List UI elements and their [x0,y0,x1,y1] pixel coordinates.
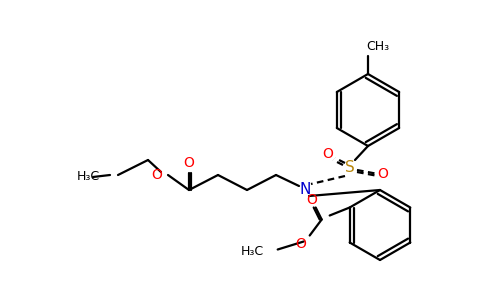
Text: CH₃: CH₃ [366,40,390,53]
Text: S: S [345,160,355,175]
Text: N: N [299,182,311,197]
Text: H₃C: H₃C [241,245,264,258]
Text: O: O [378,167,389,181]
Text: H₃C: H₃C [77,170,100,184]
Text: O: O [295,236,306,250]
Text: O: O [322,147,333,161]
Text: O: O [306,193,317,206]
Text: O: O [183,156,195,170]
Text: O: O [151,168,163,182]
